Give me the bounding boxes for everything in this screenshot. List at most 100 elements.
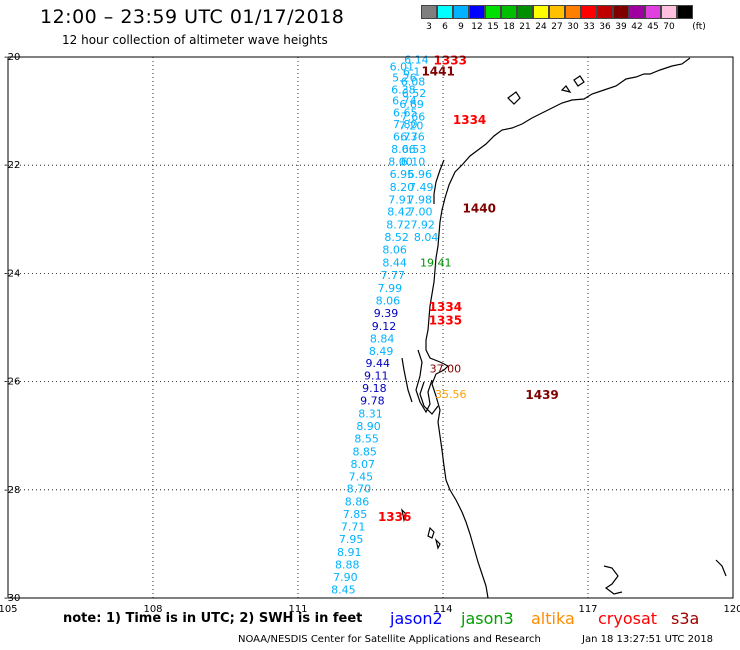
wave-height-label: 8.06 — [391, 143, 416, 156]
wave-height-label: 8.45 — [331, 583, 356, 596]
legend-label: 18 — [503, 22, 515, 32]
coastline-exmouth — [433, 159, 445, 204]
wave-height-label: 7.71 — [341, 521, 366, 534]
wave-height-label: 8.31 — [358, 408, 383, 421]
legend-swatch — [613, 5, 629, 19]
legend-label: 12 — [471, 22, 483, 32]
wave-height-label: 6.65 — [393, 107, 418, 120]
wave-height-label: 6.95 — [390, 168, 415, 181]
wave-height-label: 8.20 — [390, 181, 415, 194]
lon-tick-label: 120 — [723, 604, 740, 615]
mission-label: altika — [531, 609, 575, 628]
map-frame — [7, 56, 734, 599]
wave-height-label: 8.88 — [335, 558, 360, 571]
mission-label: s3a — [671, 609, 700, 628]
legend-swatch — [677, 5, 693, 19]
wave-height-label: 6.76 — [400, 131, 425, 144]
island-offshore — [401, 508, 407, 523]
lat-tick-label: -22 — [4, 160, 20, 171]
coastline-peron — [419, 381, 439, 415]
lat-lon-grid — [8, 57, 733, 598]
wave-height-label: 8.90 — [356, 420, 381, 433]
wave-height-label: 9.44 — [366, 357, 391, 370]
wave-height-label: 6.10 — [401, 155, 426, 168]
pass-number-label: 1334 — [453, 113, 486, 127]
island-north-2 — [573, 75, 585, 87]
wave-height-label: 9.12 — [372, 320, 397, 333]
island-abrolhos — [427, 526, 435, 539]
pass-number-label: 1439 — [525, 388, 558, 402]
coastline — [401, 57, 727, 599]
wave-height-label: 37.00 — [430, 363, 462, 376]
footer-note: note: 1) Time is in UTC; 2) SWH is in fe… — [63, 611, 363, 626]
legend-label: 6 — [442, 22, 448, 32]
legend-swatch — [501, 5, 517, 19]
island-abrolhos-2 — [434, 538, 441, 550]
wave-height-label: 6.52 — [402, 87, 427, 100]
wave-height-label: 5.26 — [392, 72, 417, 85]
wave-height-label: 6.1 — [403, 66, 421, 79]
legend-swatch — [437, 5, 453, 19]
legend-label: 27 — [551, 22, 563, 32]
legend-swatch — [629, 5, 645, 19]
pass-number-label: 1334 — [429, 300, 462, 314]
legend-label: 70 — [663, 22, 675, 32]
wave-height-label: 8.07 — [351, 458, 376, 471]
legend-label: 21 — [519, 22, 531, 32]
map-subtitle: 12 hour collection of altimeter wave hei… — [62, 33, 328, 47]
wave-height-label: 7.66 — [401, 111, 426, 124]
legend-swatch — [661, 5, 677, 19]
legend-swatch — [645, 5, 661, 19]
legend-unit: (ft) — [692, 22, 706, 32]
wave-height-label: 6.01 — [390, 61, 415, 74]
lat-tick-label: -28 — [4, 485, 20, 496]
mission-label: jason3 — [461, 609, 514, 628]
island-north-1 — [507, 91, 521, 105]
coastline-main — [425, 57, 691, 599]
wave-height-label: 7.92 — [410, 219, 435, 232]
map-title: 12:00 – 23:59 UTC 01/17/2018 — [40, 6, 345, 28]
wave-height-label: 19.41 — [420, 257, 452, 270]
wave-height-label: 8.55 — [354, 432, 379, 445]
legend-swatch — [597, 5, 613, 19]
footer-credit: NOAA/NESDIS Center for Satellite Applica… — [238, 634, 541, 645]
legend-label: 3 — [426, 22, 432, 32]
legend-label: 30 — [567, 22, 579, 32]
wave-height-label: 7.90 — [333, 571, 358, 584]
lat-tick-label: -24 — [4, 268, 20, 279]
wave-height-label: 8.70 — [347, 483, 372, 496]
wave-height-label: 8.04 — [414, 231, 439, 244]
wave-height-label: 6.74 — [392, 94, 417, 107]
wave-height-label: 8.42 — [387, 206, 412, 219]
wave-height-label: 8.91 — [337, 546, 362, 559]
legend-label: 42 — [631, 22, 643, 32]
wave-height-label: 9.11 — [364, 370, 389, 383]
wave-height-label: 8.85 — [352, 445, 377, 458]
wave-height-label: 8.52 — [384, 231, 409, 244]
coastline-southeast-2 — [715, 559, 727, 577]
wave-height-label: 8.86 — [345, 496, 370, 509]
wave-height-label: 6.08 — [401, 75, 426, 88]
coastline-southeast — [603, 565, 623, 595]
wave-height-label: 6.38 — [391, 83, 416, 96]
legend-label: 9 — [458, 22, 464, 32]
legend-swatch — [485, 5, 501, 19]
wave-height-label: 6.73 — [393, 131, 418, 144]
wave-height-label: 8.06 — [382, 244, 407, 257]
lon-tick-label: 108 — [143, 604, 162, 615]
legend-label: 33 — [583, 22, 595, 32]
legend-label: 15 — [487, 22, 499, 32]
wave-height-label: 9.78 — [360, 395, 385, 408]
legend-label: 36 — [599, 22, 611, 32]
wave-height-label: 9.39 — [374, 307, 399, 320]
wave-height-label: 7.20 — [399, 120, 424, 133]
wave-height-label: 7.49 — [409, 181, 434, 194]
legend-label: 39 — [615, 22, 627, 32]
footer-timestamp: Jan 18 13:27:51 UTC 2018 — [582, 634, 714, 645]
lon-tick-label: 114 — [433, 604, 452, 615]
coastline-dirkhartog — [401, 357, 413, 403]
legend-swatch — [421, 5, 437, 19]
coastline-sharkbay — [415, 349, 433, 414]
pass-number-label: 1440 — [463, 201, 496, 215]
